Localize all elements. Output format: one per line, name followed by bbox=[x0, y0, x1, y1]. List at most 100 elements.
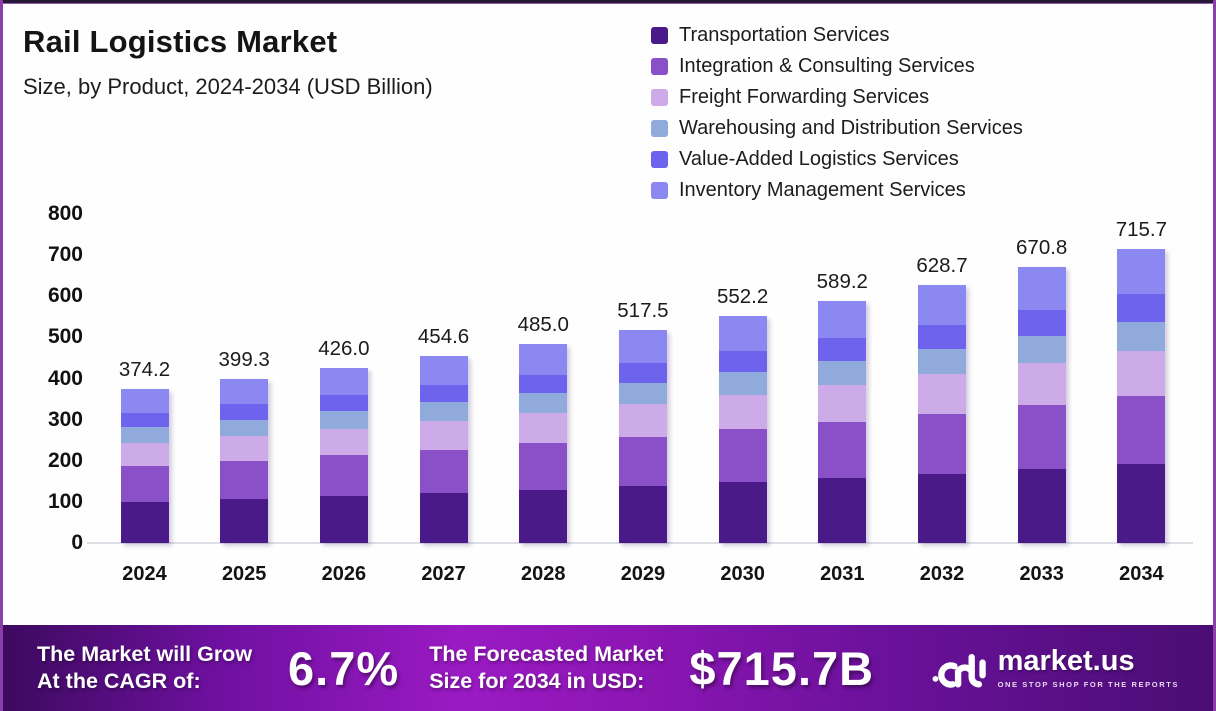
bar-segment[interactable] bbox=[1117, 395, 1166, 465]
bar-segment[interactable] bbox=[618, 404, 667, 437]
bar-segment[interactable] bbox=[918, 473, 966, 543]
bar-column-2028: 485.0 bbox=[494, 214, 593, 543]
y-tick-label: 500 bbox=[47, 325, 83, 349]
legend-label: Warehousing and Distribution Services bbox=[679, 117, 1023, 139]
bar-segment[interactable] bbox=[918, 284, 966, 325]
bar-segment[interactable] bbox=[618, 382, 667, 405]
bar-segment[interactable] bbox=[419, 421, 468, 450]
bar-segment[interactable] bbox=[120, 427, 169, 443]
stacked-bar[interactable] bbox=[120, 389, 169, 543]
stacked-bar[interactable] bbox=[918, 284, 966, 543]
bar-segment[interactable] bbox=[319, 367, 368, 395]
stacked-bar[interactable] bbox=[1117, 248, 1166, 543]
bar-segment[interactable] bbox=[718, 429, 767, 483]
bar-segment[interactable] bbox=[818, 421, 867, 479]
bar-total-label: 485.0 bbox=[517, 312, 569, 336]
bar-segment[interactable] bbox=[220, 419, 269, 436]
stacked-bar[interactable] bbox=[419, 356, 468, 543]
bar-segment[interactable] bbox=[718, 372, 767, 395]
bar-segment[interactable] bbox=[419, 356, 468, 386]
bar-segment[interactable] bbox=[1017, 267, 1066, 310]
brand-tagline: ONE STOP SHOP FOR THE REPORTS bbox=[997, 680, 1179, 689]
bar-segment[interactable] bbox=[818, 300, 867, 339]
bar-segment[interactable] bbox=[1117, 351, 1166, 396]
bar-segment[interactable] bbox=[120, 389, 169, 414]
top-border-strip bbox=[3, 0, 1213, 4]
bar-segment[interactable] bbox=[120, 442, 169, 467]
stacked-bar[interactable] bbox=[519, 343, 568, 543]
bar-segment[interactable] bbox=[419, 449, 468, 493]
stacked-bar[interactable] bbox=[319, 367, 368, 543]
bar-segment[interactable] bbox=[1017, 469, 1066, 543]
stacked-bar[interactable] bbox=[818, 300, 867, 543]
bar-segment[interactable] bbox=[519, 443, 568, 490]
bar-segment[interactable] bbox=[618, 330, 667, 364]
bar-segment[interactable] bbox=[818, 360, 867, 386]
bar-segment[interactable] bbox=[818, 338, 867, 361]
legend-item: Integration & Consulting Services bbox=[651, 55, 1023, 78]
bar-segment[interactable] bbox=[120, 413, 169, 428]
bar-column-2032: 628.7 bbox=[893, 214, 992, 543]
bar-segment[interactable] bbox=[718, 351, 767, 373]
stacked-bar[interactable] bbox=[1017, 267, 1066, 543]
bar-total-label: 715.7 bbox=[1115, 217, 1168, 241]
bar-segment[interactable] bbox=[1117, 294, 1166, 322]
bar-segment[interactable] bbox=[1017, 335, 1066, 364]
bar-segment[interactable] bbox=[419, 492, 468, 543]
bar-segment[interactable] bbox=[120, 466, 169, 502]
bar-segment[interactable] bbox=[419, 402, 468, 422]
bar-segment[interactable] bbox=[319, 394, 368, 412]
bar-segment[interactable] bbox=[519, 393, 568, 413]
legend-item: Transportation Services bbox=[651, 24, 1023, 47]
bar-segment[interactable] bbox=[319, 455, 368, 497]
bar-segment[interactable] bbox=[419, 385, 468, 403]
bar-segment[interactable] bbox=[918, 348, 966, 375]
bar-segment[interactable] bbox=[618, 485, 667, 543]
bar-segment[interactable] bbox=[220, 435, 269, 461]
bar-segment[interactable] bbox=[718, 482, 767, 543]
stacked-bar[interactable] bbox=[618, 330, 667, 543]
bar-column-2030: 552.2 bbox=[693, 214, 792, 543]
legend-label: Freight Forwarding Services bbox=[679, 86, 930, 108]
bar-segment[interactable] bbox=[220, 499, 269, 543]
x-tick-label: 2028 bbox=[521, 563, 566, 585]
bar-segment[interactable] bbox=[319, 428, 368, 456]
bar-segment[interactable] bbox=[918, 324, 966, 349]
x-tick-label: 2025 bbox=[221, 563, 267, 585]
bar-segment[interactable] bbox=[519, 343, 568, 375]
stacked-bar[interactable] bbox=[718, 315, 767, 543]
bar-segment[interactable] bbox=[1117, 464, 1166, 543]
bar-segment[interactable] bbox=[220, 378, 269, 405]
bar-segment[interactable] bbox=[718, 315, 767, 352]
bar-segment[interactable] bbox=[718, 394, 767, 430]
bar-segment[interactable] bbox=[918, 413, 966, 474]
market-us-logo[interactable]: market.us ONE STOP SHOP FOR THE REPORTS bbox=[930, 644, 1179, 692]
bar-column-2033: 670.8 bbox=[992, 214, 1091, 543]
bar-segment[interactable] bbox=[618, 436, 667, 486]
bar-segment[interactable] bbox=[519, 412, 568, 444]
bar-segment[interactable] bbox=[519, 489, 568, 543]
bar-column-2026: 426.0 bbox=[294, 214, 393, 543]
bar-segment[interactable] bbox=[220, 404, 269, 420]
bar-segment[interactable] bbox=[918, 374, 966, 414]
bar-segment[interactable] bbox=[220, 460, 269, 499]
bar-segment[interactable] bbox=[618, 363, 667, 383]
bar-segment[interactable] bbox=[1117, 321, 1166, 352]
legend-swatch-icon bbox=[651, 120, 668, 137]
x-tick-label: 2033 bbox=[1019, 563, 1064, 585]
bar-segment[interactable] bbox=[519, 374, 568, 394]
bar-segment[interactable] bbox=[319, 496, 368, 543]
bar-segment[interactable] bbox=[1117, 248, 1166, 295]
bar-column-2025: 399.3 bbox=[195, 214, 294, 543]
bar-segment[interactable] bbox=[1017, 363, 1066, 406]
bar-segment[interactable] bbox=[818, 385, 867, 422]
bar-segment[interactable] bbox=[1017, 405, 1066, 470]
cagr-label: The Market will Grow At the CAGR of: bbox=[37, 642, 253, 693]
bar-segment[interactable] bbox=[120, 501, 169, 543]
bar-total-label: 426.0 bbox=[318, 336, 370, 360]
bar-segment[interactable] bbox=[319, 411, 368, 429]
stacked-bar[interactable] bbox=[220, 378, 269, 543]
x-tick-label: 2034 bbox=[1119, 563, 1164, 585]
bar-segment[interactable] bbox=[818, 478, 867, 543]
bar-segment[interactable] bbox=[1017, 309, 1066, 336]
